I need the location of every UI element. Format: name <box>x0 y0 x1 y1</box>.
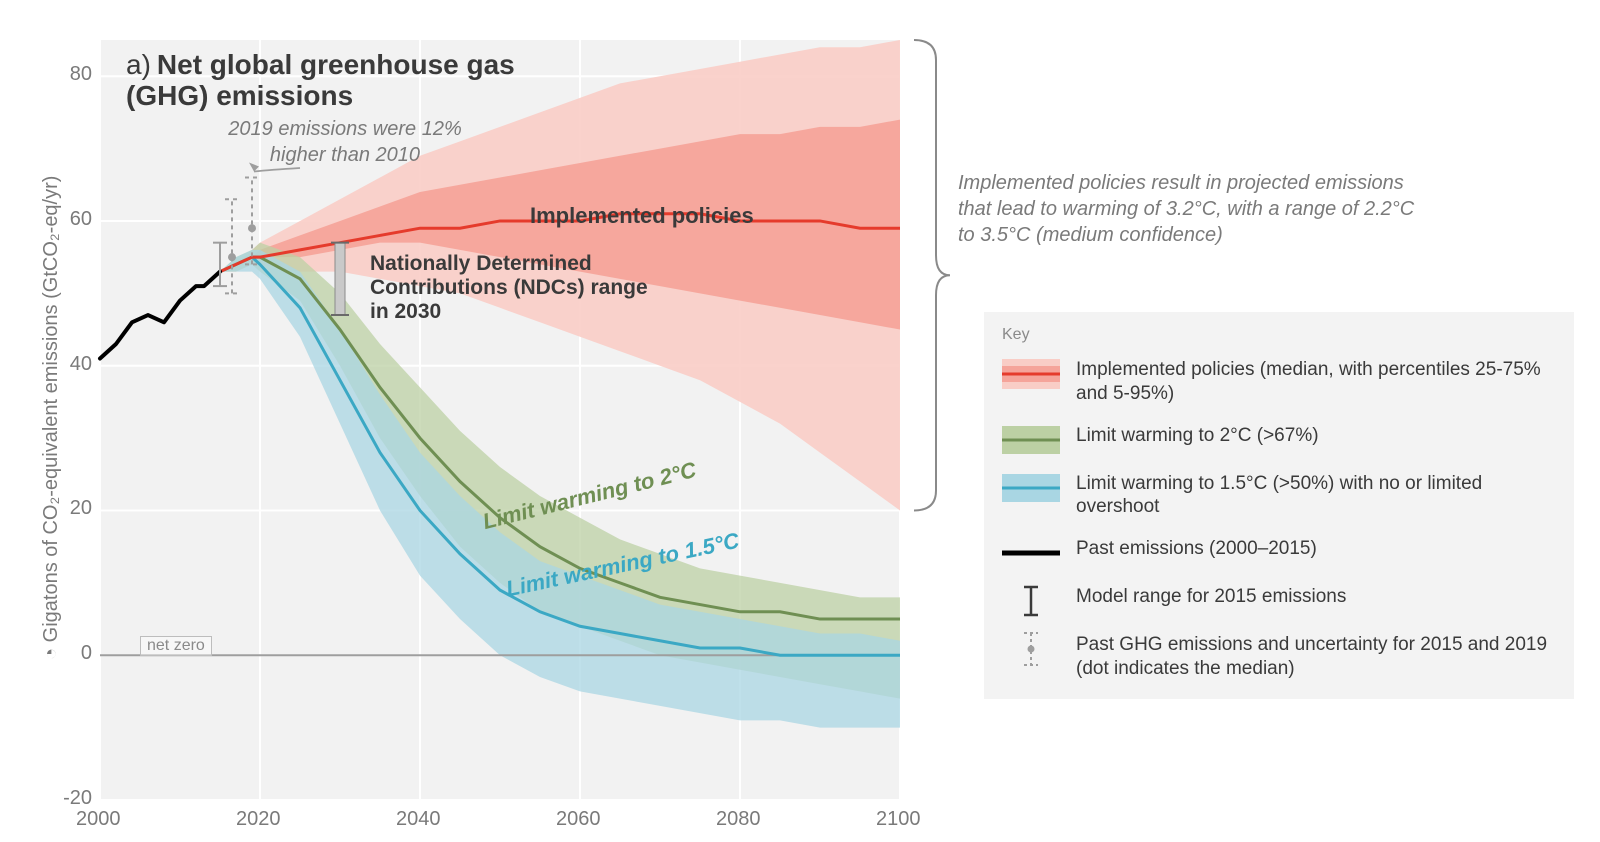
legend-text: Implemented policies (median, with perce… <box>1076 358 1556 406</box>
legend-item-15c: Limit warming to 1.5°C (>50%) with no or… <box>1002 472 1556 520</box>
x-tick-label: 2040 <box>396 808 441 831</box>
legend-swatch-errbar-dot <box>1002 635 1060 663</box>
label-ndc: Nationally Determined Contributions (NDC… <box>370 252 660 324</box>
chart-container: ◔ Gigatons of CO₂-equivalent emissions (… <box>0 0 1600 842</box>
legend-text: Past GHG emissions and uncertainty for 2… <box>1076 633 1556 681</box>
legend-item-implemented: Implemented policies (median, with perce… <box>1002 358 1556 406</box>
legend-item-errbar-dot: Past GHG emissions and uncertainty for 2… <box>1002 633 1556 681</box>
x-tick-label: 2080 <box>716 808 761 831</box>
x-tick-label: 2060 <box>556 808 601 831</box>
y-tick-label: 20 <box>42 497 92 520</box>
x-tick-label: 2020 <box>236 808 281 831</box>
annotation-2019: 2019 emissions were 12% higher than 2010 <box>220 116 470 168</box>
legend-item-2c: Limit warming to 2°C (>67%) <box>1002 424 1556 454</box>
x-tick-label: 2000 <box>76 808 121 831</box>
legend-swatch-past <box>1002 539 1060 567</box>
label-implemented: Implemented policies <box>530 203 754 228</box>
legend-text: Limit warming to 1.5°C (>50%) with no or… <box>1076 472 1556 520</box>
legend-swatch-15c <box>1002 474 1060 502</box>
y-tick-label: -20 <box>42 787 92 810</box>
annotation-brace: Implemented policies result in projected… <box>958 170 1428 248</box>
legend-text: Limit warming to 2°C (>67%) <box>1076 424 1556 448</box>
chart-title: a)Net global greenhouse gas (GHG) emissi… <box>126 50 586 112</box>
net-zero-label: net zero <box>140 636 212 656</box>
legend-text: Model range for 2015 emissions <box>1076 585 1556 609</box>
x-tick-label: 2100 <box>876 808 921 831</box>
legend-item-past: Past emissions (2000–2015) <box>1002 537 1556 567</box>
legend-text: Past emissions (2000–2015) <box>1076 537 1556 561</box>
y-axis-label: ◔ Gigatons of CO₂-equivalent emissions (… <box>40 176 63 660</box>
y-tick-label: 80 <box>42 63 92 86</box>
legend-title: Key <box>1002 326 1556 344</box>
y-tick-label: 40 <box>42 353 92 376</box>
y-tick-label: 60 <box>42 208 92 231</box>
y-tick-label: 0 <box>42 642 92 665</box>
legend-swatch-errbar <box>1002 587 1060 615</box>
legend-box: Key Implemented policies (median, with p… <box>984 312 1574 699</box>
legend-swatch-2c <box>1002 426 1060 454</box>
legend-swatch-implemented <box>1002 360 1060 388</box>
legend-item-errbar: Model range for 2015 emissions <box>1002 585 1556 615</box>
